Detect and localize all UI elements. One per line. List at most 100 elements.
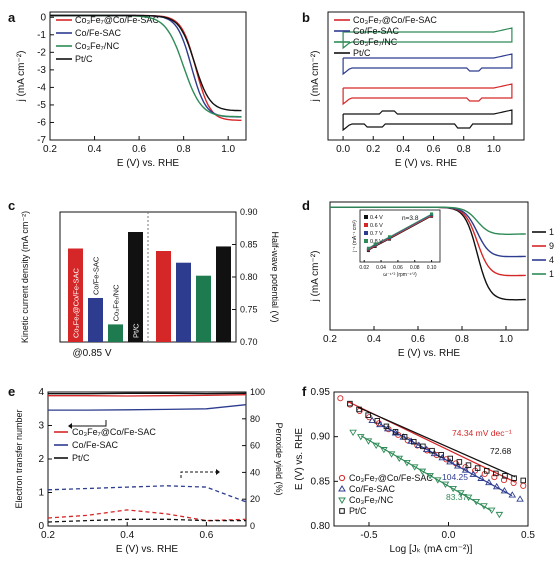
cv-loop-1 xyxy=(342,53,513,76)
x-tick-label: 1.0 xyxy=(499,334,513,345)
x-tick-label: -0.5 xyxy=(360,530,378,541)
marker-3 xyxy=(520,477,526,484)
marker-3 xyxy=(438,451,444,458)
y-tick-label: 0 xyxy=(40,12,46,23)
half-wave-bar-2 xyxy=(196,275,211,342)
marker-3 xyxy=(365,412,371,418)
legend-label: Pt/C xyxy=(75,54,93,64)
y2-axis-label: Peroxide yield (%) xyxy=(274,422,284,495)
panel-label-e: e xyxy=(8,384,15,399)
x-tick-label: 0.4 xyxy=(88,144,102,155)
x-tick-label: 1.0 xyxy=(221,144,235,155)
marker-3 xyxy=(347,400,353,407)
panel-f-tafel-plots: f -0.5 0.0 0.5 0.80 0.85 0.90 0.95 Log [Jₖ (mA c… xyxy=(294,384,535,555)
inset-y-label: j⁻¹ (mA⁻¹ cm²) xyxy=(352,220,358,253)
inset-fit-line xyxy=(368,214,432,250)
legend-label: Co₃Fe₇/NC xyxy=(353,37,398,47)
x-tick-label: 0.0 xyxy=(336,144,350,155)
right-axis-arrow xyxy=(180,471,216,478)
inset-legend-marker xyxy=(364,231,368,235)
y-tick-label: 2 xyxy=(38,454,44,465)
tafel-slope-label: 104.25 xyxy=(442,472,468,482)
y-axis-label: E (V) vs. RHE xyxy=(294,428,305,491)
marker-0 xyxy=(337,395,344,402)
kinetic-bar-0 xyxy=(68,248,83,342)
x-tick-label: 0.6 xyxy=(411,334,425,345)
x-tick-label: 0.6 xyxy=(199,530,213,541)
bar-label: Co₃Fe₇@Co/Fe-SAC xyxy=(72,267,81,338)
y-tick-label: -3 xyxy=(37,65,46,76)
x-tick-label: 1.0 xyxy=(487,144,501,155)
y-tick-label: 4 xyxy=(38,387,44,398)
marker-3 xyxy=(474,465,481,471)
y2-axis-label: Half-wave potential (V) xyxy=(270,231,280,322)
left-axis-arrow xyxy=(72,420,107,427)
half-wave-bar-1 xyxy=(176,262,191,342)
marker-0 xyxy=(491,474,498,481)
inset-legend-marker xyxy=(364,239,368,243)
y2-tick-label: 0.90 xyxy=(240,207,258,217)
marker-2 xyxy=(449,485,457,493)
tafel-slope-label: 72.68 xyxy=(490,446,512,456)
marker-3 xyxy=(447,455,453,462)
marker-0 xyxy=(443,456,450,463)
legend-marker xyxy=(338,485,346,492)
inset-x-tick: 0.10 xyxy=(427,265,437,271)
inset-x-tick: 0.02 xyxy=(359,265,369,271)
marker-3 xyxy=(493,470,499,477)
cv-loop-3 xyxy=(342,109,513,132)
y-tick-label: 0 xyxy=(38,521,44,532)
x-axis-label: E (V) vs. RHE xyxy=(395,158,458,169)
legend-label: Co₃Fe₇/NC xyxy=(75,41,120,51)
x-tick-label: 0.2 xyxy=(323,334,337,345)
y2-tick-label: 0.80 xyxy=(240,272,258,282)
y-tick-label: 0.95 xyxy=(311,387,331,398)
marker-1 xyxy=(368,416,376,424)
x-tick-label: 0.4 xyxy=(367,334,381,345)
x-tick-label: 0.8 xyxy=(177,144,191,155)
marker-1 xyxy=(391,429,400,436)
y-tick-label: -4 xyxy=(37,82,46,93)
x-label-condition: @0.85 V xyxy=(72,348,111,359)
rpm-line-3 xyxy=(330,206,526,235)
legend-label: 900 rpm xyxy=(549,241,554,251)
kinetic-bar-2 xyxy=(108,324,123,342)
marker-3 xyxy=(429,447,435,454)
inset-legend-label: 0.6 V xyxy=(370,223,383,229)
peroxide-line-2 xyxy=(47,518,246,523)
legend-label: Pt/C xyxy=(72,453,90,463)
inset-fit-line xyxy=(368,213,432,249)
y-axis-label: j (mA cm⁻²) xyxy=(16,51,27,103)
y2-tick-label: 20 xyxy=(250,494,260,504)
inset-x-tick: 0.04 xyxy=(376,265,386,271)
y-axis-label: j (mA cm⁻²) xyxy=(310,51,321,103)
marker-3 xyxy=(401,434,408,440)
n-line-1 xyxy=(48,404,247,411)
x-tick-label: 0.8 xyxy=(457,144,471,155)
panel-label-d: d xyxy=(302,198,310,213)
n-line-0 xyxy=(48,394,247,397)
marker-2 xyxy=(457,490,465,497)
x-tick-label: 0.4 xyxy=(120,530,134,541)
legend-label: Co₃Fe₇@Co/Fe-SAC xyxy=(349,473,433,483)
inset-point xyxy=(366,246,370,250)
y-axis-label: Kinetic current density (mA cm⁻²) xyxy=(20,211,30,343)
cv-loop-0 xyxy=(342,83,513,106)
x-tick-label: 0.2 xyxy=(41,530,55,541)
marker-0 xyxy=(500,477,508,484)
y-tick-label: 3 xyxy=(38,421,44,432)
cv-loop-2 xyxy=(342,27,513,50)
left-arrowhead xyxy=(68,423,72,429)
legend-label: Co/Fe-SAC xyxy=(75,28,122,38)
half-wave-bar-0 xyxy=(156,251,171,342)
tafel-slope-label: 74.34 mV dec⁻¹ xyxy=(452,428,512,438)
panel-label-a: a xyxy=(8,10,16,25)
marker-0 xyxy=(520,482,527,489)
marker-2 xyxy=(349,429,357,437)
x-tick-label: 0.2 xyxy=(43,144,57,155)
bar-label: Pt/C xyxy=(132,323,141,338)
y2-tick-label: 0 xyxy=(250,521,255,531)
bar-label: Co₃Fe₇/NC xyxy=(112,284,121,321)
